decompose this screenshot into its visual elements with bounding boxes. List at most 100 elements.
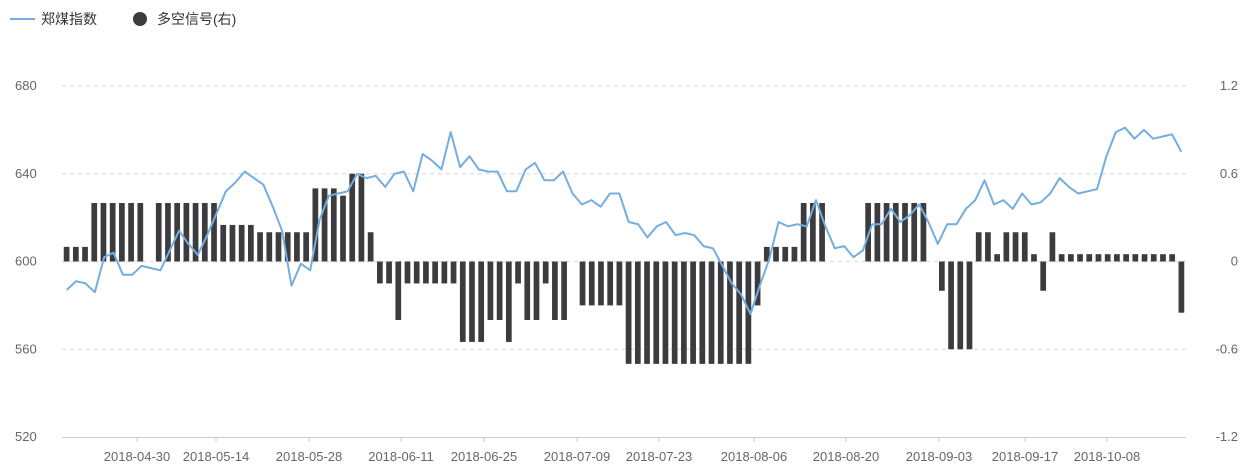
- signal-bar[interactable]: [505, 261, 512, 342]
- signal-bar[interactable]: [717, 261, 724, 364]
- signal-bar[interactable]: [211, 203, 217, 262]
- signal-bar[interactable]: [902, 203, 908, 262]
- signal-bar[interactable]: [920, 203, 927, 262]
- signal-bar[interactable]: [736, 261, 743, 364]
- signal-bar[interactable]: [1031, 254, 1037, 262]
- signal-bar[interactable]: [183, 203, 190, 262]
- signal-bar[interactable]: [413, 261, 420, 284]
- legend-item-long-short-signal[interactable]: 多空信号(右): [133, 9, 236, 29]
- signal-bar[interactable]: [1003, 232, 1010, 262]
- signal-bar[interactable]: [690, 261, 696, 364]
- signal-bar[interactable]: [1169, 254, 1176, 262]
- signal-bar[interactable]: [478, 261, 485, 342]
- signal-bar[interactable]: [201, 203, 208, 262]
- signal-bar[interactable]: [1095, 254, 1102, 262]
- signal-bar[interactable]: [128, 203, 134, 262]
- signal-bar[interactable]: [220, 224, 227, 262]
- signal-bar[interactable]: [294, 232, 300, 262]
- signal-bar[interactable]: [616, 261, 623, 306]
- signal-bar[interactable]: [1067, 254, 1074, 262]
- signal-bar[interactable]: [174, 203, 181, 262]
- signal-bar[interactable]: [395, 261, 402, 321]
- signal-bar[interactable]: [1104, 254, 1111, 262]
- signal-bar[interactable]: [238, 224, 245, 262]
- signal-bar[interactable]: [82, 246, 88, 262]
- signal-bar[interactable]: [975, 232, 982, 262]
- signal-bar[interactable]: [423, 261, 429, 284]
- signal-bar[interactable]: [386, 261, 392, 284]
- signal-bar[interactable]: [72, 246, 79, 262]
- signal-bar[interactable]: [791, 246, 798, 262]
- signal-bar[interactable]: [284, 232, 291, 262]
- signal-bar[interactable]: [653, 261, 660, 364]
- signal-bar[interactable]: [1077, 254, 1083, 262]
- signal-bar[interactable]: [229, 224, 236, 262]
- signal-bar[interactable]: [985, 232, 991, 262]
- signal-bar[interactable]: [515, 261, 521, 284]
- signal-bar[interactable]: [625, 261, 632, 364]
- signal-bar[interactable]: [165, 203, 171, 262]
- signal-bar[interactable]: [1141, 254, 1148, 262]
- signal-bar[interactable]: [938, 261, 945, 291]
- signal-bar[interactable]: [727, 261, 733, 364]
- signal-bar[interactable]: [275, 232, 282, 262]
- signal-bar[interactable]: [321, 188, 328, 262]
- signal-bar[interactable]: [874, 203, 881, 262]
- signal-bar[interactable]: [782, 246, 789, 262]
- signal-bar[interactable]: [330, 188, 337, 262]
- signal-bar[interactable]: [1132, 254, 1139, 262]
- signal-bar[interactable]: [948, 261, 954, 350]
- signal-bar[interactable]: [404, 261, 411, 284]
- signal-bar[interactable]: [441, 261, 448, 284]
- signal-bar[interactable]: [810, 203, 816, 262]
- signal-bar[interactable]: [1086, 254, 1093, 262]
- signal-bar[interactable]: [865, 203, 872, 262]
- signal-bar[interactable]: [1049, 232, 1056, 262]
- signal-bar[interactable]: [745, 261, 752, 364]
- signal-bar[interactable]: [994, 254, 1000, 262]
- signal-bar[interactable]: [358, 173, 365, 262]
- signal-bar[interactable]: [192, 203, 199, 262]
- signal-bar[interactable]: [892, 203, 899, 262]
- signal-bar[interactable]: [966, 261, 973, 350]
- signal-bar[interactable]: [708, 261, 715, 364]
- signal-bar[interactable]: [819, 203, 825, 262]
- signal-bar[interactable]: [671, 261, 678, 364]
- signal-bar[interactable]: [763, 246, 770, 262]
- signal-bar[interactable]: [340, 195, 346, 262]
- signal-bar[interactable]: [699, 261, 706, 364]
- signal-bar[interactable]: [312, 188, 319, 262]
- signal-bar[interactable]: [773, 246, 779, 262]
- signal-bar[interactable]: [754, 261, 761, 306]
- signal-bar[interactable]: [487, 261, 494, 321]
- signal-bar[interactable]: [63, 246, 70, 262]
- signal-bar[interactable]: [524, 261, 531, 321]
- signal-bar[interactable]: [155, 203, 162, 262]
- signal-bar[interactable]: [542, 261, 549, 284]
- signal-bar[interactable]: [598, 261, 604, 306]
- signal-bar[interactable]: [469, 261, 475, 342]
- signal-bar[interactable]: [644, 261, 650, 364]
- signal-bar[interactable]: [459, 261, 466, 342]
- signal-bar[interactable]: [911, 203, 918, 262]
- signal-bar[interactable]: [1123, 254, 1129, 262]
- signal-bar[interactable]: [662, 261, 669, 364]
- signal-bar[interactable]: [266, 232, 273, 262]
- signal-bar[interactable]: [1114, 254, 1120, 262]
- signal-bar[interactable]: [100, 203, 107, 262]
- signal-bar[interactable]: [137, 203, 144, 262]
- signal-bar[interactable]: [533, 261, 540, 321]
- signal-bar[interactable]: [432, 261, 438, 284]
- signal-bar[interactable]: [681, 261, 687, 364]
- signal-bar[interactable]: [588, 261, 595, 306]
- signal-bar[interactable]: [367, 232, 374, 262]
- signal-bar[interactable]: [1021, 232, 1028, 262]
- signal-bar[interactable]: [91, 203, 98, 262]
- signal-bar[interactable]: [552, 261, 558, 321]
- signal-bar[interactable]: [579, 261, 586, 306]
- signal-bar[interactable]: [248, 224, 254, 262]
- signal-bar[interactable]: [496, 261, 503, 321]
- signal-bar[interactable]: [303, 232, 310, 262]
- signal-bar[interactable]: [1178, 261, 1185, 313]
- signal-bar[interactable]: [376, 261, 383, 284]
